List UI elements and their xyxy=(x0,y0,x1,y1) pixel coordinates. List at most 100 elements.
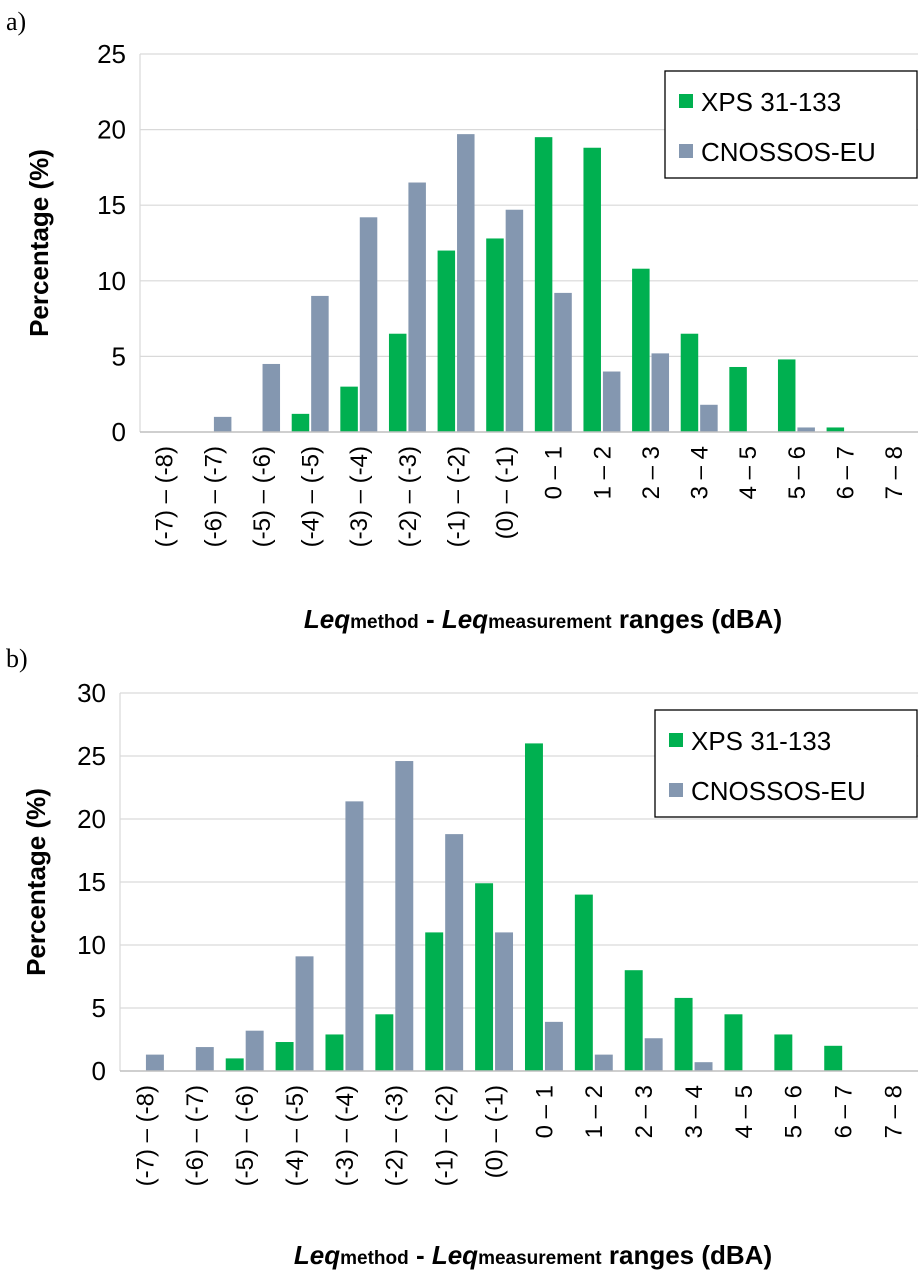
bar-xps xyxy=(583,147,601,432)
bar-cnossos xyxy=(602,371,621,432)
bar-xps xyxy=(674,997,693,1071)
y-tick-label: 5 xyxy=(112,341,126,371)
legend-box xyxy=(654,709,918,818)
bar-xps xyxy=(624,970,643,1071)
x-tick-label: 5 – 6 xyxy=(781,1085,808,1138)
bar-xps xyxy=(340,386,358,432)
legend-swatch-xps xyxy=(679,94,693,108)
x-tick-label: 7 – 8 xyxy=(881,446,908,499)
bar-xps xyxy=(486,238,504,432)
y-ticks: 0 5 10 15 20 25 30 xyxy=(77,678,106,1086)
legend-box xyxy=(664,70,918,179)
y-ticks: 0 5 10 15 20 25 xyxy=(97,39,126,447)
x-tick-label: (-4) – (-5) xyxy=(298,446,325,547)
bar-xps xyxy=(632,268,650,432)
bar-cnossos xyxy=(505,209,524,432)
bar-cnossos xyxy=(700,404,718,432)
panel-label-b: b) xyxy=(6,644,28,673)
bar-xps xyxy=(325,1034,344,1071)
bar-xps xyxy=(729,366,747,432)
bar-cnossos xyxy=(345,801,364,1071)
bar-xps xyxy=(275,1042,294,1071)
x-tick-label: (0) – (-1) xyxy=(492,446,519,539)
bar-xps xyxy=(680,333,699,432)
bar-xps xyxy=(774,1034,793,1071)
y-axis-label: Percentage (%) xyxy=(21,788,51,976)
x-tick-label: (-3) – (-4) xyxy=(332,1085,359,1186)
bar-cnossos xyxy=(359,217,378,432)
bar-xps xyxy=(225,1058,244,1071)
bar-cnossos xyxy=(457,134,475,433)
x-tick-label: (-5) – (-6) xyxy=(249,446,276,547)
panel-label-a: a) xyxy=(6,7,26,36)
legend: XPS 31-133 CNOSSOS-EU xyxy=(654,709,918,818)
bar-cnossos xyxy=(295,956,314,1071)
bar-cnossos xyxy=(262,363,281,432)
bar-xps xyxy=(534,137,553,432)
legend-swatch-xps xyxy=(669,733,683,747)
y-tick-label: 0 xyxy=(112,417,126,447)
x-tick-label: (-6) – (-7) xyxy=(200,446,227,547)
bar-xps xyxy=(574,894,593,1071)
bar-cnossos xyxy=(554,292,572,432)
y-tick-label: 15 xyxy=(97,190,126,220)
bar-cnossos xyxy=(195,1047,214,1071)
bar-xps xyxy=(375,1014,394,1071)
bar-cnossos xyxy=(445,834,464,1071)
x-label-leq-2: Leq xyxy=(432,1240,478,1270)
x-tick-label: 5 – 6 xyxy=(784,446,811,499)
x-tick-label: (-2) – (-3) xyxy=(395,446,422,547)
bar-cnossos xyxy=(213,416,232,432)
x-label-leq-1: Leq xyxy=(294,1240,340,1270)
bar-cnossos xyxy=(395,761,414,1071)
x-tick-label: 3 – 4 xyxy=(687,446,714,499)
x-label-sub-1: method xyxy=(350,612,419,633)
legend-label-xps: XPS 31-133 xyxy=(701,87,841,117)
bar-xps xyxy=(291,413,310,432)
bar-cnossos xyxy=(408,182,426,432)
bar-xps xyxy=(475,883,494,1071)
x-label-sub-2: measurement xyxy=(478,1248,602,1269)
bar-cnossos xyxy=(694,1062,713,1071)
bar-xps xyxy=(388,333,407,432)
y-tick-label: 10 xyxy=(77,930,106,960)
bar-xps xyxy=(524,743,543,1071)
x-label-leq-1: Leq xyxy=(304,604,350,634)
bar-xps xyxy=(826,427,845,432)
bar-xps xyxy=(824,1045,843,1071)
x-tick-label: 2 – 3 xyxy=(631,1085,658,1138)
x-tick-label: (-7) – (-8) xyxy=(152,446,179,547)
bar-cnossos xyxy=(544,1021,563,1071)
x-label-dash: - xyxy=(409,1240,432,1270)
x-tick-label: (-6) – (-7) xyxy=(182,1085,209,1186)
bar-cnossos xyxy=(797,427,815,432)
y-tick-label: 20 xyxy=(77,804,106,834)
x-label-leq-2: Leq xyxy=(442,604,488,634)
bars xyxy=(145,743,843,1071)
legend-swatch-cnossos xyxy=(669,783,683,797)
y-tick-label: 30 xyxy=(77,678,106,708)
x-tick-label: (-2) – (-3) xyxy=(382,1085,409,1186)
x-tick-label: 1 – 2 xyxy=(589,446,616,499)
x-tick-label: 0 – 1 xyxy=(541,446,568,499)
x-axis-label: Leqmethod - Leqmeasurement ranges (dBA) xyxy=(304,604,782,634)
y-tick-label: 5 xyxy=(92,993,106,1023)
legend-label-cnossos: CNOSSOS-EU xyxy=(691,776,866,806)
bar-cnossos xyxy=(145,1054,164,1071)
x-tick-label: 7 – 8 xyxy=(880,1085,907,1138)
x-tick-label: (-3) – (-4) xyxy=(346,446,373,547)
bar-xps xyxy=(724,1014,743,1071)
legend: XPS 31-133 CNOSSOS-EU xyxy=(664,70,918,179)
x-axis-label: Leqmethod - Leqmeasurement ranges (dBA) xyxy=(294,1240,772,1270)
bar-xps xyxy=(437,250,456,432)
bar-cnossos xyxy=(311,295,329,432)
x-tick-label: 3 – 4 xyxy=(681,1085,708,1138)
x-label-sub-2: measurement xyxy=(488,612,612,633)
x-tick-label: 6 – 7 xyxy=(831,1085,858,1138)
bar-cnossos xyxy=(594,1054,613,1071)
y-tick-label: 20 xyxy=(97,115,126,145)
x-tick-label: 4 – 5 xyxy=(731,1085,758,1138)
x-tick-label: (-7) – (-8) xyxy=(132,1085,159,1186)
